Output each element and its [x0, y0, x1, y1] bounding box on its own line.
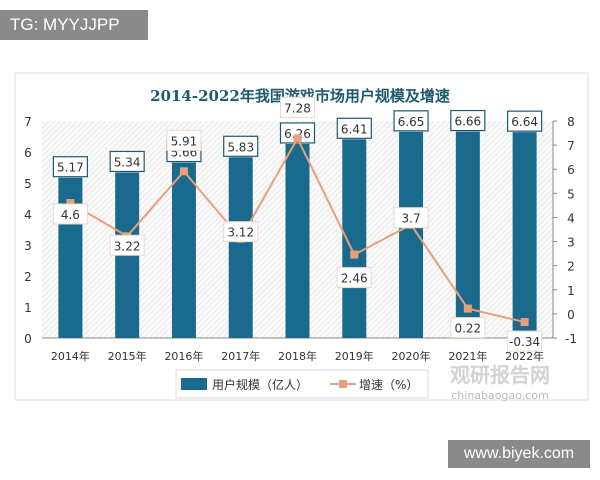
line-data-label: 4.6 — [61, 208, 80, 222]
bar-data-label: 6.41 — [341, 122, 368, 136]
left-tick-label: 3 — [24, 239, 32, 253]
growth-marker — [520, 318, 529, 327]
line-data-label: 3.7 — [402, 212, 421, 226]
line-label-box — [450, 317, 486, 339]
bar-label-box — [109, 150, 145, 173]
line-label-box — [223, 221, 259, 243]
bar — [512, 132, 537, 338]
bar-label-box — [393, 110, 429, 132]
legend-swatch-bar — [181, 378, 207, 390]
bar — [171, 162, 196, 338]
x-tick-label: 2018年 — [278, 349, 317, 363]
bar — [455, 131, 480, 338]
bar-label-box — [52, 156, 88, 178]
right-tick-label: 1 — [567, 284, 575, 298]
right-tick-label: 4 — [567, 211, 575, 225]
line-label-box — [166, 129, 202, 151]
x-tick-label: 2020年 — [392, 349, 431, 363]
bar-data-label: 6.26 — [284, 127, 311, 141]
line-label-box — [280, 96, 315, 118]
bar-label-box — [507, 110, 543, 132]
growth-marker — [350, 250, 359, 259]
line-data-label: 3.22 — [114, 239, 141, 253]
growth-marker — [463, 304, 472, 313]
line-label-box — [507, 330, 543, 352]
right-tick-label: 2 — [567, 260, 575, 274]
bar-data-label: 5.34 — [114, 155, 141, 169]
bar-data-label: 6.66 — [454, 115, 481, 129]
watermark-bottom: www.biyek.com — [448, 440, 590, 468]
right-tick-label: 3 — [567, 236, 575, 250]
watermark-top: TG: MYYJJPP — [0, 10, 148, 40]
line-label-box — [393, 207, 429, 229]
left-tick-label: 7 — [24, 115, 32, 129]
bar-data-label: 5.17 — [57, 161, 84, 175]
bar — [285, 143, 310, 338]
right-tick-label: 5 — [567, 187, 575, 201]
line-label-box — [52, 203, 88, 225]
right-tick-label: 8 — [567, 115, 575, 129]
right-tick-label: 7 — [567, 139, 575, 153]
left-tick-label: 0 — [24, 332, 32, 346]
legend-swatch-marker — [339, 380, 347, 388]
bar-data-label: 6.64 — [511, 115, 538, 129]
right-tick-label: 6 — [567, 163, 575, 177]
logo-url: chinabaogao.com — [451, 389, 549, 402]
line-data-label: 5.91 — [171, 134, 198, 148]
line-data-label: 0.22 — [454, 322, 481, 336]
x-tick-label: 2016年 — [164, 349, 203, 363]
chart-title: 2014-2022年我国游戏市场用户规模及增速 — [150, 87, 450, 105]
bar-data-label: 5.83 — [227, 140, 254, 154]
bar — [228, 157, 253, 338]
line-data-label: 7.28 — [284, 101, 311, 115]
left-tick-label: 5 — [24, 177, 32, 191]
bar — [399, 131, 424, 338]
bar-label-box — [336, 117, 372, 139]
x-tick-label: 2014年 — [51, 349, 90, 363]
line-label-box — [109, 234, 145, 256]
line-data-label: 2.46 — [341, 272, 368, 286]
left-tick-label: 2 — [24, 270, 32, 284]
x-tick-label: 2015年 — [108, 349, 147, 363]
line-label-box — [336, 267, 372, 289]
legend — [175, 369, 429, 399]
left-tick-label: 6 — [24, 146, 32, 160]
logo-text: 观研报告网 — [450, 363, 550, 387]
bar-label-box — [223, 135, 259, 157]
bar-label-box — [279, 122, 316, 144]
right-tick-label: 0 — [567, 308, 575, 322]
x-tick-label: 2022年 — [505, 349, 544, 363]
right-tick-label: -1 — [565, 332, 577, 346]
growth-marker — [293, 134, 302, 143]
bar-label-box — [450, 109, 486, 132]
bar-data-label: 6.65 — [398, 115, 425, 129]
legend-label-line: 增速（%） — [359, 378, 418, 392]
left-tick-label: 4 — [24, 208, 32, 222]
growth-marker — [66, 198, 75, 207]
x-tick-label: 2021年 — [448, 349, 487, 363]
line-data-label: -0.34 — [509, 335, 540, 349]
left-tick-label: 1 — [24, 301, 32, 315]
legend-label-bar: 用户规模（亿人） — [212, 377, 308, 392]
x-tick-label: 2019年 — [335, 349, 374, 363]
line-data-label: 3.12 — [227, 226, 254, 240]
growth-marker — [179, 167, 188, 176]
x-tick-label: 2017年 — [221, 349, 260, 363]
